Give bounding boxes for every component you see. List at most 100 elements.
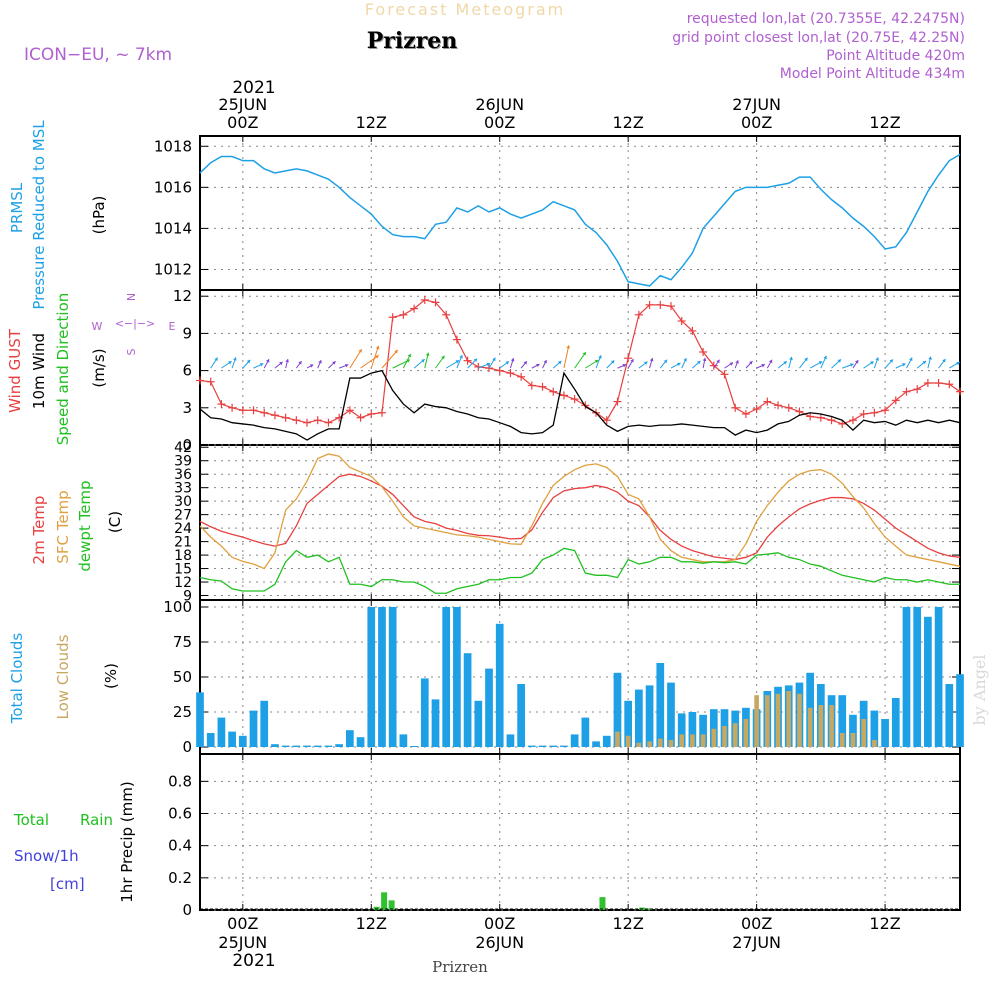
top-hour-label: 12Z (613, 113, 644, 132)
temp-2m-line (199, 473, 961, 561)
temperature-ytick-label: 27 (174, 508, 192, 524)
wind-direction-arrow (734, 360, 739, 369)
wind-direction-arrow (927, 356, 932, 369)
gust-point (206, 377, 215, 386)
location-title: Prizren (367, 28, 458, 54)
low-cloud-bar (647, 741, 652, 747)
wind-frame (199, 289, 961, 446)
compass-s: S (125, 348, 138, 355)
wind-direction-arrow (766, 359, 773, 369)
wind-10m-label: 10m Wind (30, 333, 48, 409)
total-cloud-bar (303, 745, 311, 747)
pressure-ytick-label: 1018 (154, 137, 192, 155)
wind-direction-arrow (349, 349, 363, 369)
wind-direction-arrow (478, 362, 491, 369)
total-cloud-bar (196, 692, 204, 747)
pressure-ytick-label: 1016 (154, 178, 192, 196)
gust-point (249, 406, 258, 415)
gust-point (602, 416, 611, 425)
total-cloud-bar (378, 607, 386, 747)
total-cloud-bar (592, 741, 600, 747)
wind-direction-arrow (552, 360, 562, 369)
total-cloud-bar (506, 734, 515, 747)
total-cloud-bar (902, 607, 911, 747)
wind-compass: N <−|−> W E S (92, 293, 176, 356)
wind-direction-arrow (916, 360, 927, 369)
top-hour-label: 00Z (227, 113, 258, 132)
wind-direction-arrow (338, 363, 349, 369)
low-cloud-bar (839, 733, 845, 747)
rain-bar (373, 906, 380, 910)
wind-direction-arrow (809, 360, 823, 369)
wind-direction-arrow (306, 364, 314, 369)
gust-point (356, 413, 365, 422)
total-cloud-bar (838, 695, 847, 747)
wind-direction-arrow (906, 357, 913, 369)
temperature-ytick-label: 42 (174, 440, 192, 456)
bottom-hour-label: 12Z (869, 914, 900, 933)
wind-direction-arrow (413, 358, 425, 369)
top-hour-label: 00Z (484, 113, 515, 132)
gust-point (228, 403, 237, 412)
wind-direction-arrow (263, 358, 270, 369)
wind-direction-arrow (509, 357, 515, 369)
temperature-ytick-label: 12 (174, 575, 192, 591)
total-cloud-bar (945, 684, 954, 747)
total-cloud-bar (249, 710, 258, 747)
wind-direction-arrow (938, 358, 946, 369)
gust-point (217, 400, 226, 409)
wind-direction-arrow (638, 361, 648, 369)
low-cloud-bar (679, 734, 685, 747)
total-cloud-bar (346, 730, 354, 747)
gust-point (891, 396, 900, 405)
wind-direction-arrow (370, 345, 380, 369)
low-cloud-bar (711, 728, 717, 747)
total-cloud-bar (538, 745, 547, 747)
gust-point (731, 403, 740, 412)
gust-point (656, 300, 665, 309)
wind-direction-arrow (884, 359, 894, 369)
wind-direction-arrow (328, 360, 336, 369)
low-cloud-bar (722, 726, 727, 747)
gust-point (538, 382, 547, 391)
total-cloud-bar (453, 607, 461, 747)
wind-ytick-label: 9 (182, 324, 192, 342)
top-hour-label: 00Z (741, 113, 772, 132)
gust-point (699, 348, 708, 356)
total-cloud-bar (410, 746, 418, 747)
wind-direction-arrow (424, 352, 430, 369)
wind-direction-arrow (745, 360, 753, 369)
wind-direction-arrow (295, 360, 302, 369)
gust-point (859, 410, 868, 418)
clouds-unit: (%) (102, 663, 120, 689)
total-cloud-bar (313, 745, 322, 747)
total-cloud-bar (699, 714, 707, 747)
gust-point (913, 385, 922, 394)
gust-point (292, 416, 301, 425)
wind-direction-arrow (873, 357, 879, 369)
total-cloud-bar (281, 745, 290, 747)
total-cloud-bar (602, 735, 611, 747)
gust-point (634, 310, 643, 319)
total-cloud-bar (891, 698, 900, 747)
gust-point (281, 413, 290, 422)
top-day-label: 27JUN (732, 95, 781, 114)
top-hour-label: 12Z (869, 113, 900, 132)
clouds-ytick-label: 50 (173, 668, 192, 686)
total-cloud-bar (560, 745, 568, 747)
compass-n: N (125, 293, 138, 301)
pressure-line (199, 153, 961, 287)
gust-point (720, 370, 729, 379)
clouds-ytick-label: 25 (173, 703, 192, 721)
low-cloud-bar (743, 719, 749, 747)
model-altitude: Model Point Altitude 434m (780, 66, 965, 82)
gust-point (270, 411, 279, 420)
total-cloud-bar (463, 653, 472, 747)
gust-point (559, 391, 568, 400)
low-cloud-bar (700, 734, 706, 747)
total-cloud-bar (667, 682, 675, 747)
bottom-hour-label: 12Z (613, 914, 644, 933)
dewpoint-line (199, 547, 960, 594)
wind-direction-arrow (456, 354, 463, 369)
